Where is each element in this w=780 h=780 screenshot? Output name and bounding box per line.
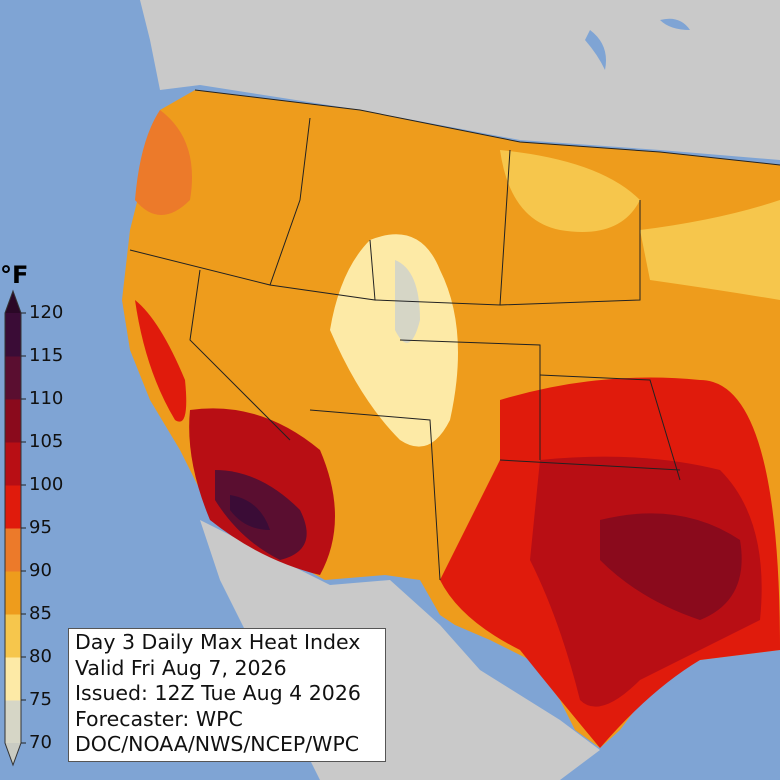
colorbar: °F 120 115 110 105 100 95 90 85 80 75 70 [0, 261, 63, 767]
over-arrow [5, 291, 21, 313]
gulf [610, 655, 780, 780]
color-band [5, 442, 21, 486]
lakes [585, 18, 690, 70]
northwest-warm [135, 110, 192, 215]
colorbar-tick-label: 120 [29, 302, 63, 323]
info-line: DOC/NOAA/NWS/NCEP/WPC [75, 732, 360, 756]
info-line: Valid Fri Aug 7, 2026 [75, 655, 287, 680]
colorbar-tick-label: 80 [29, 646, 52, 667]
canada [140, 0, 780, 160]
color-band [5, 399, 21, 443]
info-box: Day 3 Daily Max Heat Index Valid Fri Aug … [68, 628, 386, 762]
color-band [5, 313, 21, 357]
desert-peak [230, 495, 270, 530]
upper-midwest [640, 200, 780, 300]
color-band [5, 657, 21, 701]
colorbar-tick-label: 105 [29, 431, 63, 452]
info-line: Forecaster: WPC [75, 706, 243, 731]
color-band [5, 571, 21, 615]
color-band [5, 614, 21, 658]
colorbar-tick-label: 75 [29, 689, 52, 710]
north-plains [500, 150, 640, 232]
colorbar-tick-label: 90 [29, 560, 52, 581]
unit-label: °F [0, 261, 28, 289]
colorbar-tick-label: 70 [29, 732, 52, 753]
under-arrow [5, 743, 21, 765]
south-extreme [600, 513, 742, 620]
info-line: Day 3 Daily Max Heat Index [75, 630, 361, 654]
color-band [5, 485, 21, 529]
colorbar-tick-label: 110 [29, 388, 63, 409]
color-band [5, 528, 21, 572]
colorbar-tick-label: 115 [29, 345, 63, 366]
central-valley [135, 300, 187, 422]
info-line: Issued: 12Z Tue Aug 4 2026 [75, 681, 361, 705]
colorbar-tick-label: 85 [29, 603, 52, 624]
colorbar-tick-label: 100 [29, 474, 63, 495]
borders [129, 89, 780, 581]
colorbar-tick-label: 95 [29, 517, 52, 538]
rockies-cool [330, 234, 458, 447]
color-band [5, 356, 21, 400]
color-band [5, 700, 21, 744]
